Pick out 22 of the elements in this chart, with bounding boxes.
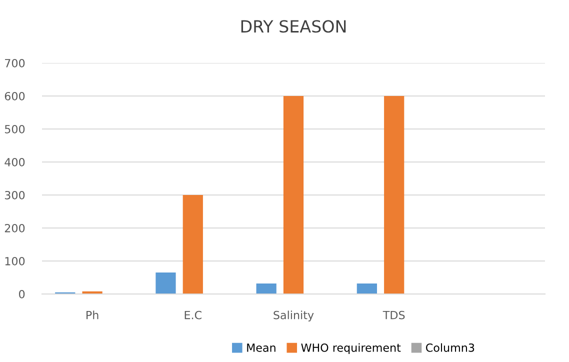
- legend-label: WHO requirement: [301, 343, 401, 354]
- y-tick-label: 100: [5, 256, 25, 266]
- x-tick-label: Salinity: [274, 310, 314, 322]
- x-tick-label: Ph: [86, 310, 98, 320]
- bar: [156, 272, 176, 294]
- x-tick-label: E.C: [184, 310, 202, 320]
- bar: [182, 195, 203, 294]
- x-tick-label: TDS: [382, 310, 405, 320]
- y-tick-label: 300: [4, 190, 25, 200]
- y-tick-label: 500: [4, 124, 25, 134]
- bar: [256, 283, 276, 294]
- y-tick-label: 700: [5, 58, 25, 68]
- chart-title: DRY SEASON: [241, 20, 346, 33]
- y-tick-label: 400: [4, 158, 25, 166]
- legend-label: Mean: [247, 344, 276, 352]
- y-tick-label: 0: [18, 290, 25, 298]
- bar: [356, 283, 377, 294]
- y-tick-label: 200: [4, 224, 25, 232]
- legend-label: Column3: [426, 343, 474, 352]
- y-tick-label: 600: [4, 92, 25, 100]
- bar: [384, 96, 404, 294]
- bar: [283, 96, 304, 294]
